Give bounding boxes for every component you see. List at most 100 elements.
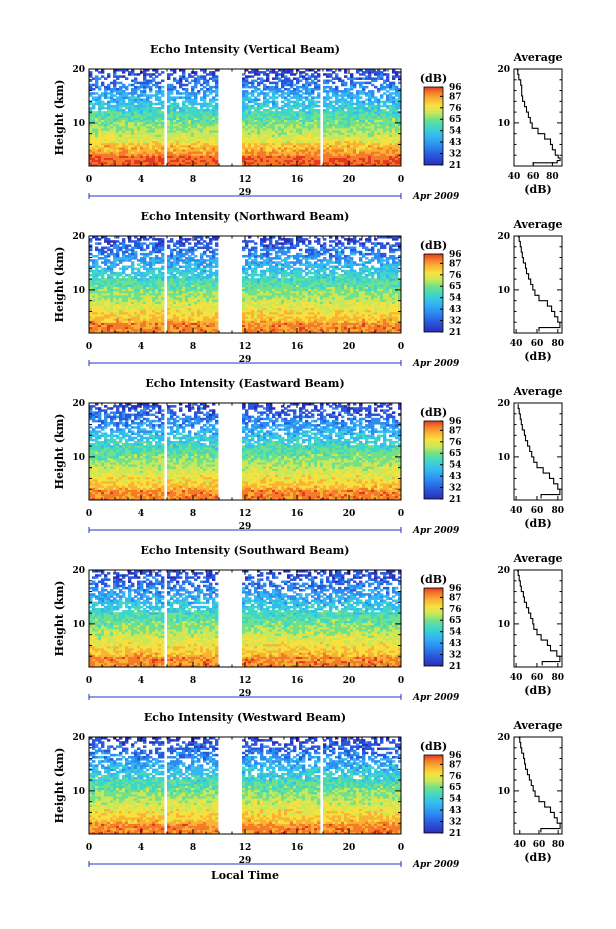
- heatmap-cell: [140, 82, 143, 85]
- heatmap-cell: [170, 103, 173, 106]
- heatmap-cell: [176, 111, 179, 114]
- heatmap-cell: [194, 92, 197, 95]
- heatmap-cell: [149, 86, 152, 89]
- heatmap-cell: [200, 84, 203, 87]
- heatmap-cell: [116, 96, 119, 99]
- heatmap-cell: [134, 86, 137, 89]
- heatmap-cell: [191, 80, 194, 83]
- heatmap-cell: [206, 80, 209, 83]
- heatmap-cell: [194, 77, 197, 80]
- heatmap-cell: [197, 103, 200, 106]
- heatmap-cell: [167, 73, 170, 76]
- heatmap-cell: [110, 82, 113, 85]
- heatmap-cell: [155, 107, 158, 110]
- heatmap-cell: [119, 82, 122, 85]
- heatmap-cell: [209, 99, 212, 102]
- heatmap-cell: [89, 84, 92, 87]
- heatmap-cell: [116, 82, 119, 85]
- heatmap-cell: [134, 73, 137, 76]
- heatmap-cell: [179, 75, 182, 78]
- heatmap-cell: [107, 84, 110, 87]
- heatmap-cell: [161, 101, 164, 104]
- heatmap-cell: [152, 107, 155, 110]
- heatmap-cell: [155, 82, 158, 85]
- heatmap-cell: [101, 75, 104, 78]
- heatmap-cell: [125, 111, 128, 114]
- heatmap-cell: [113, 105, 116, 108]
- heatmap-cell: [101, 111, 104, 114]
- heatmap-cell: [215, 103, 218, 106]
- heatmap-cell: [170, 73, 173, 76]
- heatmap-cell: [95, 75, 98, 78]
- heatmap-cell: [134, 96, 137, 99]
- heatmap-cell: [140, 99, 143, 102]
- heatmap-cell: [128, 71, 131, 74]
- heatmap-cell: [200, 75, 203, 78]
- heatmap-cell: [212, 96, 215, 99]
- heatmap-cell: [128, 96, 131, 99]
- heatmap-cell: [245, 75, 248, 78]
- heatmap-cell: [245, 103, 248, 106]
- heatmap-cell: [113, 99, 116, 102]
- heatmap-cell: [155, 103, 158, 106]
- heatmap-cell: [146, 73, 149, 76]
- heatmap-cell: [191, 99, 194, 102]
- heatmap-cell: [206, 103, 209, 106]
- heatmap-cell: [248, 75, 251, 78]
- heatmap-cell: [179, 96, 182, 99]
- heatmap-cell: [200, 96, 203, 99]
- heatmap-cell: [203, 86, 206, 89]
- heatmap-cell: [149, 73, 152, 76]
- heatmap-cell: [200, 103, 203, 106]
- heatmap-cell: [248, 82, 251, 85]
- heatmap-cell: [110, 105, 113, 108]
- heatmap-cell: [185, 105, 188, 108]
- heatmap-cell: [92, 88, 95, 91]
- heatmap-cell: [119, 86, 122, 89]
- heatmap-cell: [212, 86, 215, 89]
- heatmap-cell: [152, 73, 155, 76]
- heatmap-cell: [212, 90, 215, 93]
- heatmap-cell: [113, 80, 116, 83]
- heatmap-cell: [206, 94, 209, 97]
- heatmap-cell: [140, 90, 143, 93]
- heatmap-cell: [182, 101, 185, 104]
- heatmap-cell: [146, 80, 149, 83]
- heatmap-cell: [122, 90, 125, 93]
- heatmap-cell: [104, 86, 107, 89]
- heatmap-cell: [89, 107, 92, 110]
- heatmap-cell: [188, 107, 191, 110]
- heatmap-cell: [101, 101, 104, 104]
- heatmap-cell: [203, 75, 206, 78]
- heatmap-cell: [203, 109, 206, 112]
- heatmap-cell: [92, 92, 95, 95]
- heatmap-cell: [197, 109, 200, 112]
- heatmap-cell: [182, 96, 185, 99]
- heatmap-cells: [89, 69, 401, 166]
- heatmap-cell: [161, 80, 164, 83]
- heatmap-cell: [104, 77, 107, 80]
- heatmap-cell: [248, 92, 251, 95]
- heatmap-cell: [137, 94, 140, 97]
- heatmap-cell: [182, 88, 185, 91]
- heatmap-cell: [149, 80, 152, 83]
- heatmap-cell: [137, 86, 140, 89]
- heatmap-cell: [149, 94, 152, 97]
- heatmap-cell: [101, 92, 104, 95]
- heatmap-cell: [176, 96, 179, 99]
- heatmap-cell: [176, 80, 179, 83]
- heatmap-cell: [158, 107, 161, 110]
- panel-title: Echo Intensity (Vertical Beam): [150, 43, 340, 56]
- heatmap-cell: [194, 71, 197, 74]
- heatmap-cell: [137, 73, 140, 76]
- heatmap-cell: [155, 75, 158, 78]
- heatmap-cell: [215, 75, 218, 78]
- heatmap-cell: [131, 80, 134, 83]
- heatmap-cell: [176, 90, 179, 93]
- heatmap-cell: [248, 96, 251, 99]
- heatmap-cell: [104, 103, 107, 106]
- heatmap-cell: [185, 84, 188, 87]
- heatmap-cell: [92, 111, 95, 114]
- figure: Echo Intensity (Vertical Beam)1020Height…: [0, 0, 616, 929]
- heatmap-cell: [110, 88, 113, 91]
